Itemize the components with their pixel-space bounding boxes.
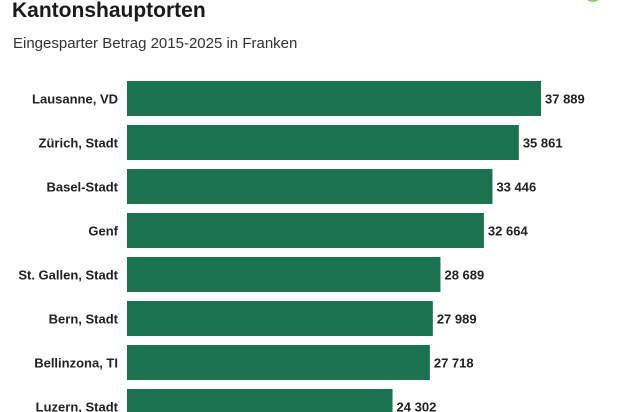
- chart-subtitle: Eingesparter Betrag 2015-2025 in Franken: [13, 35, 298, 52]
- value-label: 28 689: [444, 268, 484, 283]
- category-label: Luzern, Stadt: [36, 400, 119, 412]
- bar: [127, 169, 493, 204]
- bar: [127, 213, 484, 248]
- category-label: Bellinzona, TI: [34, 356, 118, 371]
- category-label: Basel-Stadt: [46, 180, 118, 195]
- category-label: Genf: [88, 224, 118, 239]
- brand-badge-icon: [583, 0, 603, 2]
- bar: [127, 125, 519, 160]
- bar: [127, 345, 430, 380]
- bar: [127, 81, 541, 116]
- chart-title: Kantonshauptorten: [12, 0, 206, 22]
- category-label: Lausanne, VD: [32, 92, 118, 107]
- category-label: St. Gallen, Stadt: [18, 268, 118, 283]
- value-label: 27 989: [437, 312, 477, 327]
- value-label: 35 861: [523, 136, 563, 151]
- value-label: 32 664: [488, 224, 529, 239]
- bar: [127, 389, 393, 412]
- value-label: 27 718: [434, 356, 474, 371]
- category-label: Zürich, Stadt: [39, 136, 119, 151]
- bar: [127, 257, 441, 292]
- value-label: 37 889: [545, 92, 585, 107]
- value-label: 24 302: [397, 400, 437, 412]
- bar: [127, 301, 433, 336]
- category-label: Bern, Stadt: [49, 312, 119, 327]
- value-label: 33 446: [496, 180, 536, 195]
